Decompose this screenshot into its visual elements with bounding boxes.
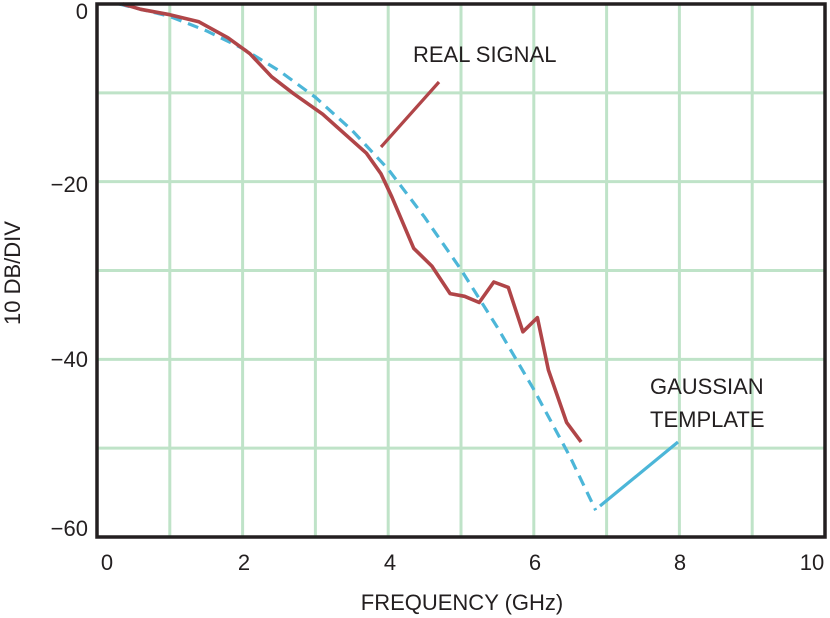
x-tick-label: 10 (800, 550, 824, 575)
y-tick-label: −60 (51, 516, 88, 541)
real-signal-line (121, 2, 583, 443)
x-tick-label: 8 (674, 550, 686, 575)
x-tick-label: 6 (529, 550, 541, 575)
gaussian-annotation-line2: TEMPLATE (650, 407, 765, 432)
grid (97, 4, 825, 537)
gaussian-template-callout-line (598, 440, 680, 508)
y-tick-label: −40 (51, 347, 88, 372)
plot-frame (95, 2, 827, 539)
gaussian-annotation-line1: GAUSSIAN (650, 374, 764, 399)
x-tick-label: 2 (238, 550, 250, 575)
x-tick-label: 0 (101, 550, 113, 575)
series-layer (118, 2, 598, 511)
x-axis-label: FREQUENCY (GHz) (361, 590, 564, 615)
real-signal-annotation: REAL SIGNAL (413, 42, 556, 67)
gaussian-template-line (118, 2, 598, 511)
real-signal-callout-line (379, 80, 441, 149)
y-axis-label: 10 DB/DIV (0, 221, 25, 325)
y-tick-label: −20 (51, 172, 88, 197)
tick-labels: 0 2 4 6 8 10 0 −20 −40 −60 (51, 0, 825, 575)
x-tick-label: 4 (384, 550, 396, 575)
y-tick-label: 0 (76, 0, 88, 24)
